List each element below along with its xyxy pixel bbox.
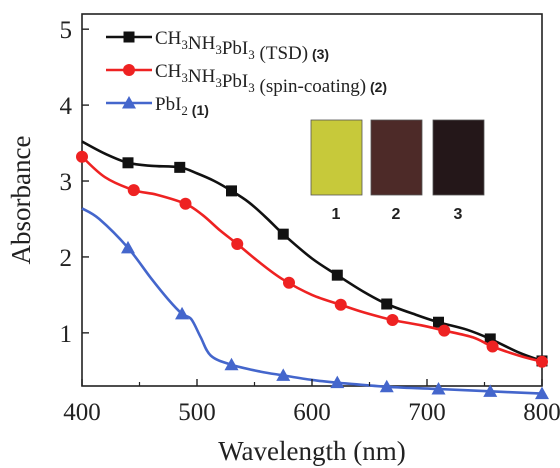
y-tick-label: 1 [60,321,73,348]
data-point [536,355,548,368]
data-point [231,238,244,251]
sample-swatch [310,119,363,196]
y-axis-ticks: 1 2 3 4 5 [60,17,89,348]
data-point [121,240,135,254]
x-axis-label: Wavelength (nm) [218,436,406,466]
sample-label: 1 [332,206,341,223]
series-2 [76,150,548,368]
data-point [438,324,451,337]
data-point [76,150,88,163]
data-point [379,379,394,393]
data-point [179,197,192,210]
sample-label: 2 [392,206,401,223]
legend-item-1: CH3NH3PbI3 (TSD) (3) [106,28,329,64]
data-point [276,368,291,381]
data-point [175,306,190,320]
data-point [535,386,549,400]
data-point [334,298,347,311]
series-layer [76,140,549,400]
data-point [283,276,295,289]
legend: CH3NH3PbI3 (TSD) (3)CH3NH3PbI3 (spin-coa… [106,28,387,118]
x-tick-label: 500 [178,399,216,426]
sample-1: 1 [310,119,363,223]
legend-label: PbI2 (1) [155,94,209,118]
x-tick-label: 600 [293,399,331,426]
y-axis-label: Absorbance [6,136,36,265]
data-point [330,375,345,389]
legend-marker [122,96,136,109]
x-tick-label: 700 [408,399,446,426]
data-point [277,228,289,240]
data-point [224,357,239,371]
legend-item-3: PbI2 (1) [106,94,209,118]
data-point [381,298,393,310]
data-point [386,313,399,326]
legend-label: CH3NH3PbI3 (spin-coating) (2) [155,61,387,97]
y-tick-label: 2 [60,245,73,272]
data-point [486,340,499,353]
data-point [226,185,237,197]
series-3 [81,207,549,400]
sample-photo-inset: 1 2 3 [310,119,485,223]
legend-item-2: CH3NH3PbI3 (spin-coating) (2) [106,61,387,97]
data-point [127,184,140,197]
data-point [122,157,134,169]
data-point [174,161,186,173]
y-tick-label: 4 [60,93,73,120]
legend-marker [123,64,135,76]
data-point [433,316,444,328]
y-tick-label: 3 [60,169,73,196]
sample-swatch [370,119,423,196]
data-point [483,384,498,397]
sample-swatch [432,119,485,196]
y-tick-label: 5 [60,17,73,44]
data-point [484,333,496,345]
x-tick-label: 400 [63,399,101,426]
series-line [81,207,543,395]
sample-3: 3 [432,119,485,223]
legend-marker [123,31,135,43]
data-point [331,269,343,281]
sample-2: 2 [370,119,423,223]
data-point [431,382,446,395]
plot-area: 400 500 600 700 800 1 2 3 4 5 [60,13,560,426]
x-axis-ticks: 400 500 600 700 800 [63,379,560,426]
x-tick-label: 800 [523,399,560,426]
legend-label: CH3NH3PbI3 (TSD) (3) [155,28,329,64]
sample-label: 3 [454,206,463,223]
series-line [81,155,543,363]
